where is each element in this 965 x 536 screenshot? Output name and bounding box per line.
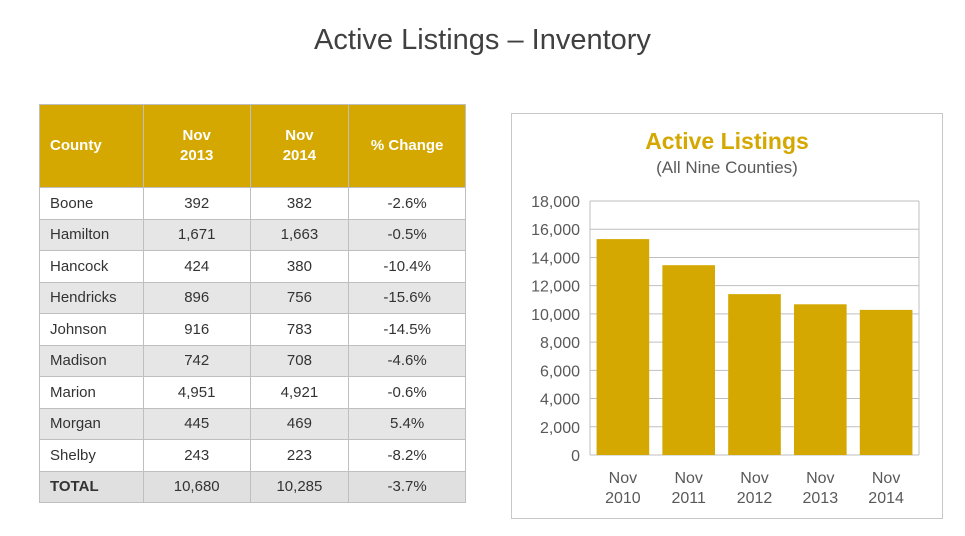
table-row: Marion 4,951 4,921 -0.6% (39, 376, 466, 409)
bar (793, 304, 847, 455)
x-tick-label-line2: 2014 (868, 490, 904, 507)
bar (859, 309, 913, 455)
header-nov-2014: Nov 2014 (249, 104, 350, 188)
x-tick-label-line2: 2011 (671, 490, 706, 507)
table-body: Boone 392 382 -2.6% Hamilton 1,671 1,663 -0.5% H… (39, 187, 466, 503)
y-tick-label: 2,000 (540, 420, 580, 437)
bar (728, 294, 781, 455)
y-tick-label: 4,000 (540, 392, 580, 409)
cell-nov-2013: 424 (142, 250, 251, 283)
table-row: Johnson 916 783 -14.5% (39, 313, 466, 346)
bar-chart: 0 2,000 4,000 6,000 8,000 10,000 12,000 14,000 1… (531, 194, 920, 507)
cell-nov-2013: 916 (142, 313, 251, 346)
y-tick-label: 14,000 (531, 250, 580, 267)
cell-change: 5.4% (348, 407, 466, 440)
x-tick-label-line1: Nov (674, 470, 702, 487)
cell-change: -10.4% (348, 250, 466, 283)
x-tick-label-line1: Nov (872, 470, 900, 487)
cell-nov-2013: 392 (142, 187, 251, 220)
y-tick-label: 18,000 (531, 194, 580, 211)
x-tick-label-line2: 2012 (737, 490, 773, 507)
bar (596, 239, 650, 455)
x-tick-label-line1: Nov (740, 470, 768, 487)
table-row: Hendricks 896 756 -15.6% (39, 281, 466, 314)
cell-nov-2013: 4,951 (142, 376, 251, 409)
cell-change: -0.5% (348, 218, 466, 251)
bar (662, 265, 716, 455)
cell-county: Hancock (39, 250, 144, 283)
total-cell-change: -3.7% (348, 470, 466, 503)
cell-nov-2013: 1,671 (142, 218, 251, 251)
cell-nov-2014: 4,921 (249, 376, 350, 409)
table-row: Morgan 445 469 5.4% (39, 407, 466, 440)
cell-change: -2.6% (348, 187, 466, 220)
table-header-row: County Nov 2013 Nov 2014 % Change (39, 104, 466, 188)
table-row: Madison 742 708 -4.6% (39, 344, 466, 377)
y-tick-label: 12,000 (531, 279, 580, 296)
cell-county: Hendricks (39, 281, 144, 314)
x-tick-label-line2: 2010 (605, 490, 641, 507)
chart-panel: Active Listings (All Nine Counties) 0 2,0… (511, 113, 943, 519)
cell-nov-2013: 742 (142, 344, 251, 377)
y-tick-label: 6,000 (540, 363, 580, 380)
y-tick-label: 16,000 (531, 222, 580, 239)
cell-nov-2014: 380 (249, 250, 350, 283)
header-change: % Change (348, 104, 466, 188)
cell-county: Boone (39, 187, 144, 220)
x-tick-label-line1: Nov (806, 470, 834, 487)
cell-county: Morgan (39, 407, 144, 440)
x-tick-label-line1: Nov (609, 470, 637, 487)
cell-change: -14.5% (348, 313, 466, 346)
table-row: Shelby 243 223 -8.2% (39, 439, 466, 472)
cell-county: Shelby (39, 439, 144, 472)
cell-nov-2014: 708 (249, 344, 350, 377)
slide-title: Active Listings – Inventory (314, 24, 651, 56)
cell-county: Madison (39, 344, 144, 377)
header-nov-2013: Nov 2013 (142, 104, 251, 188)
cell-change: -15.6% (348, 281, 466, 314)
total-cell-nov2014: 10,285 (249, 470, 350, 503)
y-tick-label: 0 (571, 448, 580, 465)
chart-title: Active Listings (645, 128, 809, 154)
cell-change: -8.2% (348, 439, 466, 472)
cell-nov-2014: 469 (249, 407, 350, 440)
cell-nov-2014: 783 (249, 313, 350, 346)
listings-table: County Nov 2013 Nov 2014 % Change Boone 3… (39, 104, 466, 503)
y-tick-label: 8,000 (540, 335, 580, 352)
cell-nov-2013: 243 (142, 439, 251, 472)
cell-nov-2014: 223 (249, 439, 350, 472)
cell-nov-2013: 896 (142, 281, 251, 314)
header-county: County (39, 104, 144, 188)
total-cell-nov2013: 10,680 (142, 470, 251, 503)
cell-county: Marion (39, 376, 144, 409)
cell-nov-2013: 445 (142, 407, 251, 440)
cell-county: Hamilton (39, 218, 144, 251)
table-total-row: TOTAL 10,680 10,285 -3.7% (39, 470, 466, 503)
chart-subtitle: (All Nine Counties) (656, 158, 798, 177)
table-row: Hancock 424 380 -10.4% (39, 250, 466, 283)
total-cell-county: TOTAL (39, 470, 144, 503)
cell-change: -0.6% (348, 376, 466, 409)
table-row: Boone 392 382 -2.6% (39, 187, 466, 220)
cell-county: Johnson (39, 313, 144, 346)
cell-nov-2014: 382 (249, 187, 350, 220)
cell-nov-2014: 756 (249, 281, 350, 314)
cell-nov-2014: 1,663 (249, 218, 350, 251)
cell-change: -4.6% (348, 344, 466, 377)
y-tick-label: 10,000 (531, 307, 580, 324)
table-row: Hamilton 1,671 1,663 -0.5% (39, 218, 466, 251)
x-tick-label-line2: 2013 (803, 490, 839, 507)
